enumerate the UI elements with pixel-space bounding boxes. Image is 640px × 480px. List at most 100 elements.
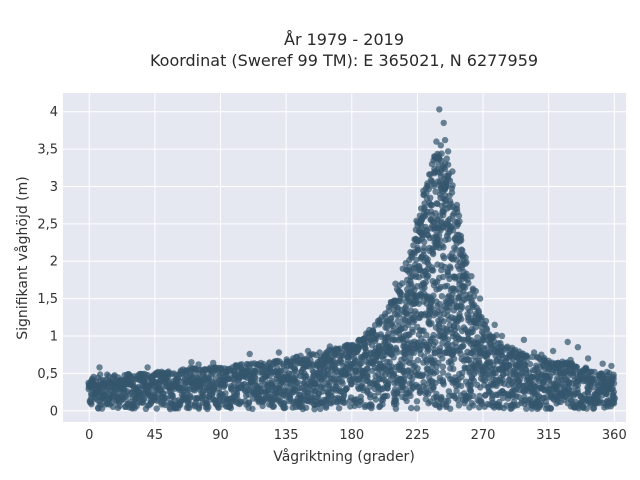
x-tick-label: 180 xyxy=(339,428,364,443)
data-point xyxy=(294,379,302,386)
data-point xyxy=(364,371,371,378)
data-point xyxy=(446,198,454,205)
data-point xyxy=(610,375,617,383)
data-point xyxy=(238,361,245,368)
data-point xyxy=(418,216,425,224)
data-point xyxy=(433,390,440,398)
tick-labels: 0 45 90 135 180 225 270 315 360 0 0,5 1 1,5 2 2,5 3 3,5 4 xyxy=(37,105,626,443)
data-point xyxy=(474,334,481,341)
data-point xyxy=(282,404,289,411)
data-point xyxy=(458,246,465,253)
data-point xyxy=(423,384,430,392)
data-point xyxy=(144,364,151,371)
data-point xyxy=(363,365,371,372)
data-point xyxy=(406,354,414,361)
data-point xyxy=(610,388,617,396)
data-point xyxy=(195,405,202,412)
y-axis-label: Signifikant våghöjd (m) xyxy=(14,176,31,339)
data-point xyxy=(523,405,530,412)
data-point xyxy=(210,359,217,367)
data-point xyxy=(443,232,451,239)
data-point xyxy=(408,254,415,261)
data-point xyxy=(423,331,430,339)
data-point xyxy=(455,212,463,219)
data-point xyxy=(446,263,454,270)
data-point xyxy=(521,393,528,401)
data-point xyxy=(227,404,234,412)
data-point xyxy=(440,244,447,251)
data-point xyxy=(416,346,423,354)
data-point xyxy=(428,320,435,327)
data-point xyxy=(432,379,439,387)
data-point xyxy=(440,318,447,325)
data-point xyxy=(453,246,460,253)
data-point xyxy=(520,336,528,343)
data-point xyxy=(98,405,106,412)
data-point xyxy=(444,148,452,155)
data-point xyxy=(454,397,462,404)
chart-title-line2: Koordinat (Sweref 99 TM): E 365021, N 62… xyxy=(150,51,538,70)
data-point xyxy=(326,343,334,350)
data-point xyxy=(444,282,451,289)
data-point xyxy=(584,355,592,362)
data-point xyxy=(395,287,402,295)
data-point xyxy=(453,387,460,394)
data-point xyxy=(476,295,484,302)
data-point xyxy=(564,338,571,346)
data-point xyxy=(415,228,423,235)
data-point xyxy=(420,232,427,239)
y-tick-label: 4 xyxy=(50,105,58,120)
data-point xyxy=(523,353,530,360)
data-point xyxy=(450,273,457,280)
data-point xyxy=(97,371,104,378)
data-point xyxy=(317,405,324,413)
data-point xyxy=(441,185,449,192)
data-point xyxy=(462,254,469,261)
data-point xyxy=(372,396,379,403)
data-point xyxy=(311,406,318,413)
x-tick-label: 135 xyxy=(274,428,299,443)
data-point xyxy=(574,386,581,393)
data-point xyxy=(468,273,475,280)
data-point xyxy=(379,401,386,408)
data-point xyxy=(447,405,454,412)
data-point xyxy=(610,393,617,400)
data-point xyxy=(444,336,452,343)
x-tick-label: 315 xyxy=(536,428,561,443)
data-point xyxy=(440,381,447,388)
x-tick-label: 45 xyxy=(147,428,164,443)
data-point xyxy=(432,339,439,346)
data-point xyxy=(439,273,447,281)
data-point xyxy=(493,332,500,339)
data-point xyxy=(599,360,606,367)
data-point xyxy=(431,153,439,160)
data-point xyxy=(542,398,550,405)
data-point xyxy=(252,374,259,382)
data-point xyxy=(116,402,123,410)
data-point xyxy=(413,405,421,412)
data-point xyxy=(140,396,147,403)
data-point xyxy=(414,357,422,364)
data-point xyxy=(421,238,428,246)
y-tick-label: 1,5 xyxy=(37,292,58,307)
data-point xyxy=(549,347,557,355)
data-point xyxy=(483,325,490,332)
data-point xyxy=(463,270,470,277)
data-point xyxy=(455,402,463,409)
data-point xyxy=(402,303,410,310)
data-point xyxy=(425,346,432,353)
data-point xyxy=(458,315,465,323)
data-point xyxy=(394,349,401,356)
x-tick-label: 90 xyxy=(212,428,229,443)
data-point xyxy=(433,368,440,376)
data-point xyxy=(393,390,401,397)
data-point xyxy=(457,235,464,242)
data-point xyxy=(215,404,222,411)
data-point xyxy=(530,349,538,356)
data-point xyxy=(457,306,464,313)
data-point xyxy=(450,365,457,373)
data-point xyxy=(493,382,500,389)
data-point xyxy=(467,387,474,394)
data-point xyxy=(246,350,253,358)
data-point xyxy=(491,321,498,328)
